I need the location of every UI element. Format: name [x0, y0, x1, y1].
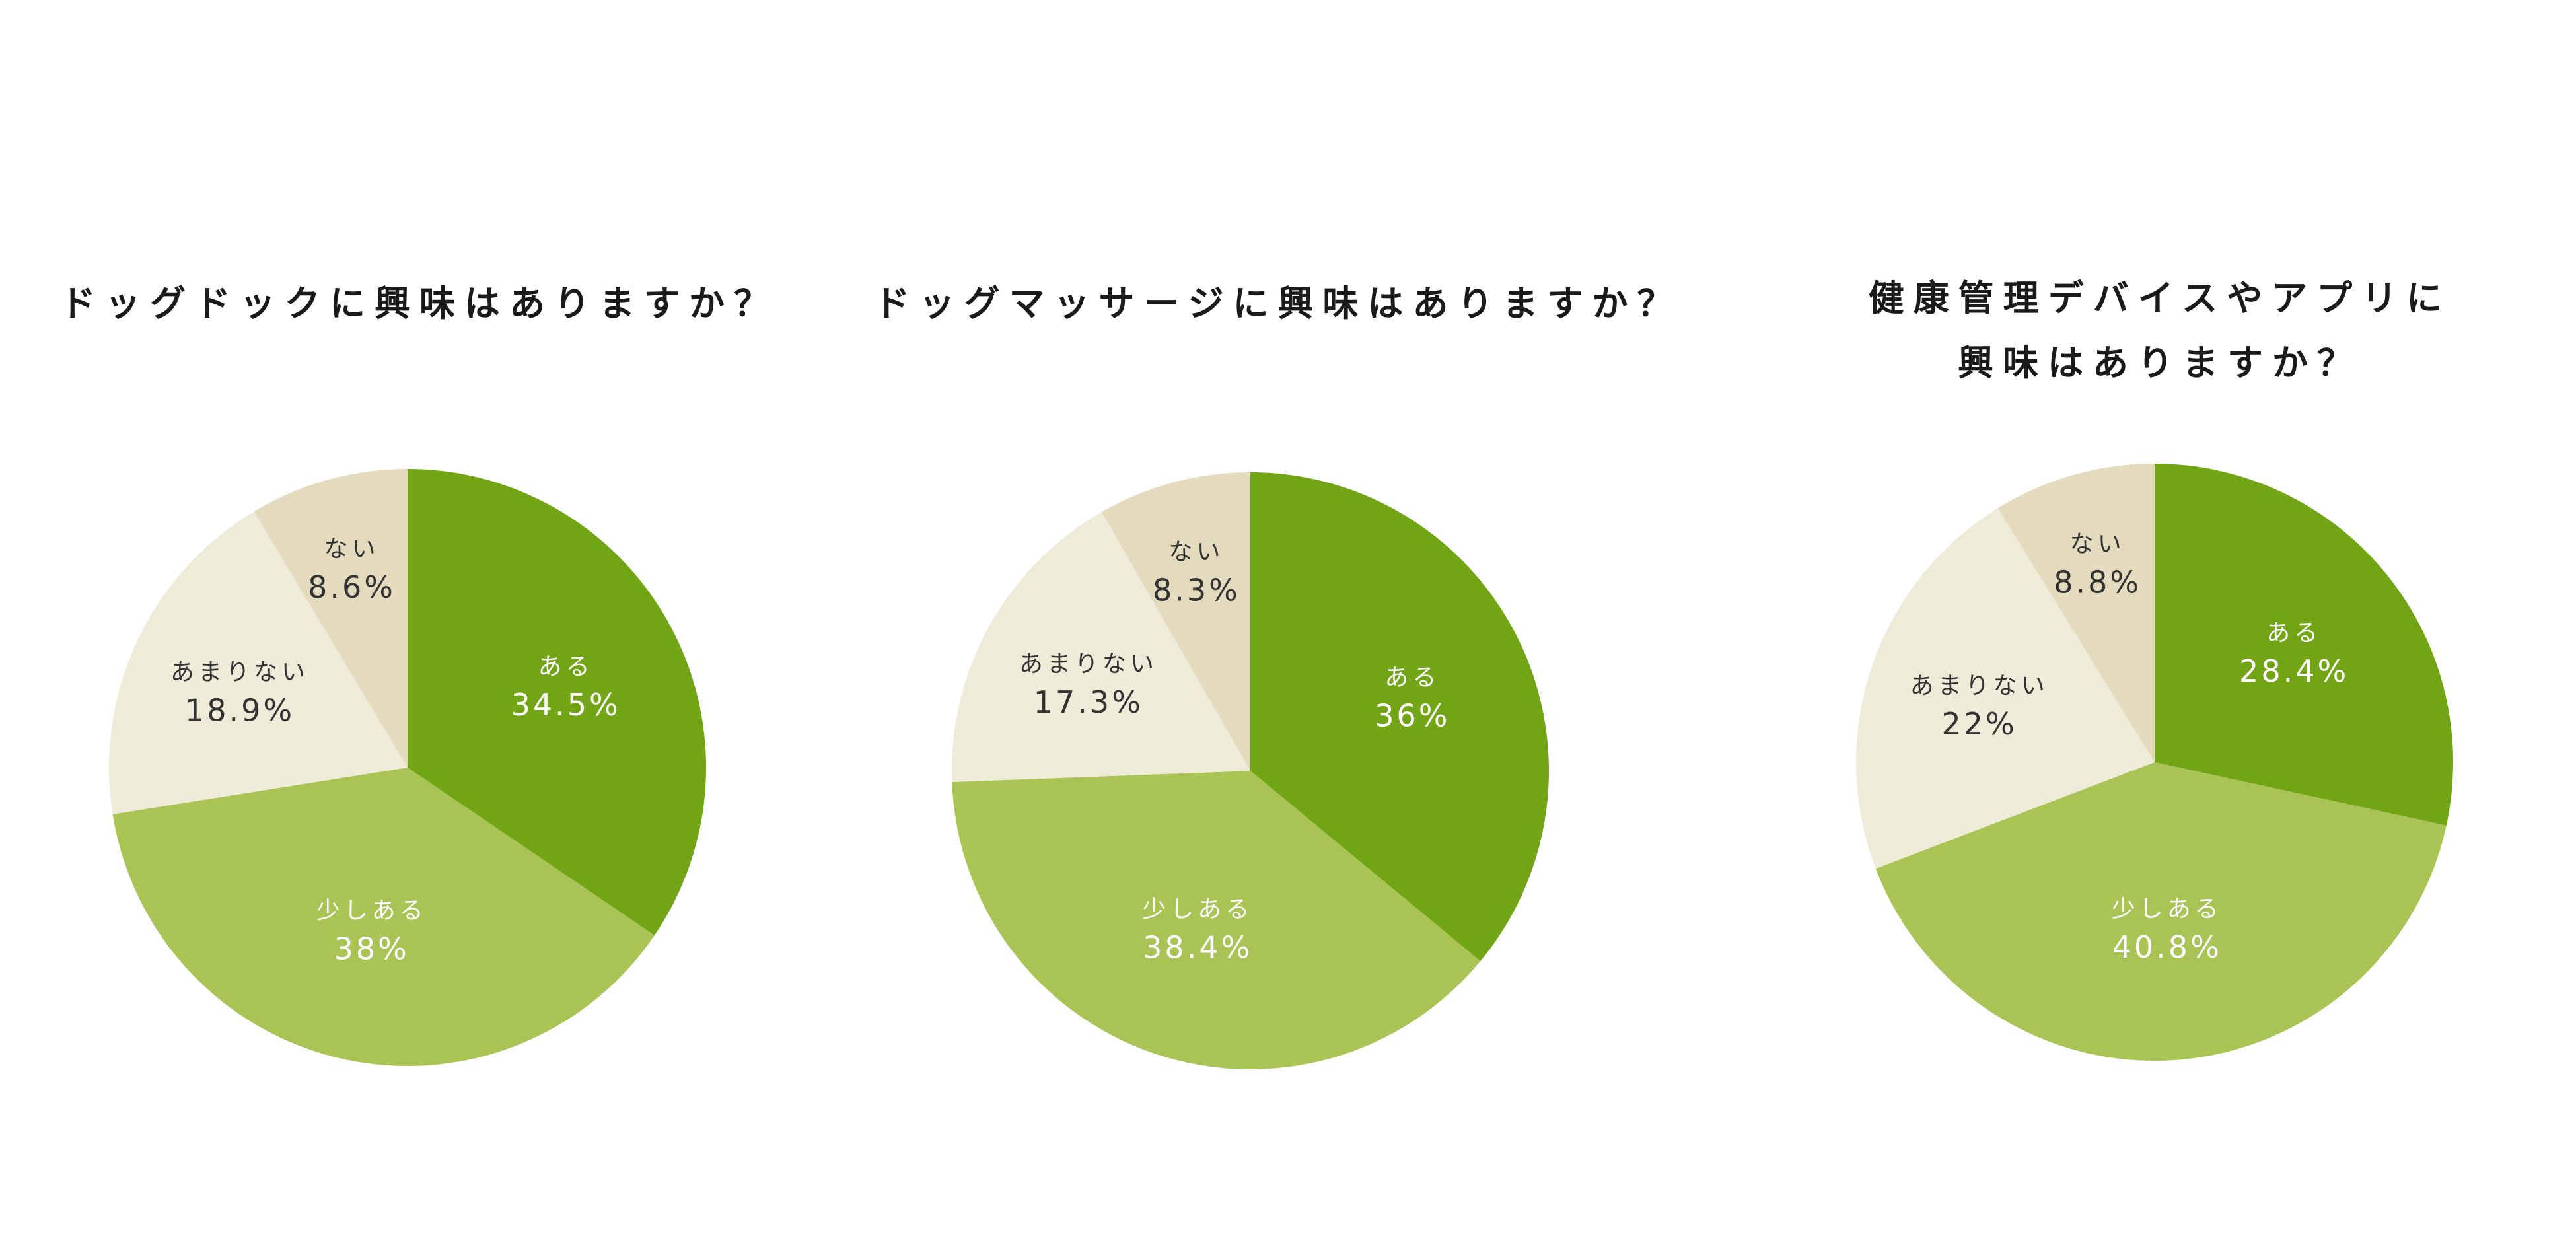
- slice-value-label: 28.4%: [2239, 653, 2349, 689]
- slice-aru: [408, 469, 706, 936]
- chart-title: ドッグマッサージに興味はありますか？: [875, 283, 1682, 324]
- slice-amari-nai: [1856, 508, 2155, 869]
- slice-label: ある: [1384, 664, 1440, 692]
- slice-label: 少しある: [1142, 896, 1253, 923]
- slice-aru: [1250, 472, 1549, 962]
- slice-nai: [1997, 464, 2155, 762]
- chart-title: ドッグドックに興味はありますか？: [60, 283, 779, 324]
- slice-value-label: 8.8%: [2054, 565, 2141, 600]
- slice-sukoshi-aru: [112, 768, 655, 1066]
- slice-sukoshi-aru: [1875, 762, 2447, 1061]
- slice-label: あまりない: [170, 659, 309, 686]
- slice-aru: [2155, 464, 2453, 826]
- slice-label: ない: [324, 536, 380, 563]
- slice-value-label: 38%: [334, 931, 410, 967]
- slice-nai: [254, 469, 408, 768]
- pie-chart-dog-dock: ドッグドックに興味はありますか？ ある 34.5% 少しある 38% あまりない 18.9%…: [60, 283, 779, 1066]
- slice-label: ある: [538, 653, 594, 680]
- slice-value-label: 34.5%: [511, 687, 621, 723]
- slice-value-label: 38.4%: [1143, 929, 1252, 965]
- slice-nai: [1101, 472, 1250, 771]
- chart-title: 興味はありますか？: [1958, 342, 2362, 384]
- slice-label: あまりない: [1019, 651, 1158, 678]
- slice-label: 少しある: [2112, 896, 2223, 923]
- slice-label: あまりない: [1910, 672, 2049, 699]
- slice-value-label: 18.9%: [185, 692, 295, 728]
- slice-label: ない: [1168, 538, 1224, 565]
- slice-value-label: 40.8%: [2112, 929, 2222, 965]
- slice-amari-nai: [952, 512, 1250, 783]
- slice-sukoshi-aru: [952, 771, 1481, 1069]
- slice-amari-nai: [109, 511, 408, 814]
- slice-value-label: 8.6%: [308, 569, 396, 605]
- chart-title: 健康管理デバイスやアプリに: [1869, 277, 2451, 319]
- slice-label: ない: [2070, 531, 2126, 558]
- slice-value-label: 8.3%: [1153, 572, 1240, 608]
- slice-value-label: 36%: [1375, 698, 1450, 734]
- slice-label: ある: [2266, 620, 2322, 647]
- slice-label: 少しある: [316, 898, 427, 925]
- slice-value-label: 22%: [1941, 706, 2017, 742]
- slice-value-label: 17.3%: [1034, 684, 1143, 720]
- pie-chart-dog-massage: ドッグマッサージに興味はありますか？ ある 36% 少しある 38.4% あまりない 17.…: [875, 283, 1682, 1069]
